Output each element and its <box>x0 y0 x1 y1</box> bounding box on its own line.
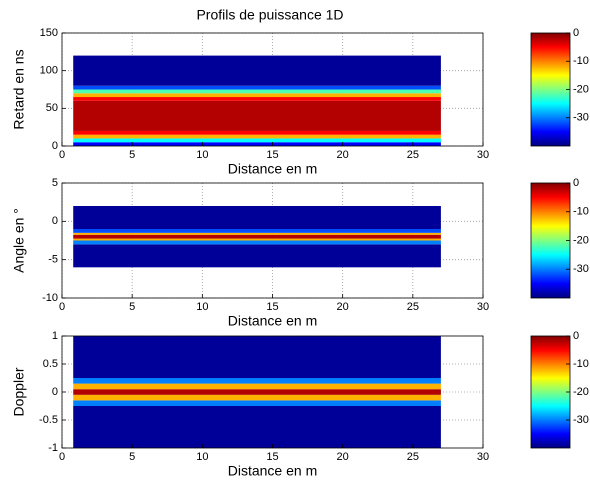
heat-band <box>73 232 441 235</box>
y-tick-label: -5 <box>48 254 58 266</box>
colorbar <box>530 335 571 449</box>
x-tick-label: 25 <box>407 451 419 463</box>
heat-band <box>73 93 441 98</box>
colorbar-tick-label: -10 <box>573 206 589 218</box>
colorbar-tick-label: 0 <box>573 177 579 189</box>
x-tick-label: 5 <box>129 451 135 463</box>
y-tick-label: -1 <box>48 442 58 454</box>
y-tick-label: 0.5 <box>43 358 58 370</box>
colorbar-tick-label: -30 <box>573 414 589 426</box>
heat-band <box>73 383 441 390</box>
x-tick-label: 10 <box>196 451 208 463</box>
x-tick-label: 0 <box>59 301 65 313</box>
y-tick-label: 1 <box>52 330 58 342</box>
y-tick-label: 0 <box>52 215 58 227</box>
heat-band <box>73 240 441 245</box>
y-tick-label: 150 <box>40 27 58 39</box>
heat-band <box>73 394 441 401</box>
y-tick-label: -10 <box>42 292 58 304</box>
heat-band <box>73 138 441 143</box>
x-tick-label: 25 <box>407 301 419 313</box>
x-tick-label: 20 <box>337 301 349 313</box>
heat-band <box>73 400 441 406</box>
x-axis-label: Distance en m <box>228 463 317 479</box>
x-tick-label: 20 <box>337 149 349 161</box>
colorbar-tick-label: 0 <box>573 330 579 342</box>
x-tick-label: 30 <box>477 149 489 161</box>
heat-band <box>73 55 441 86</box>
x-tick-label: 15 <box>266 149 278 161</box>
x-tick-label: 0 <box>59 149 65 161</box>
heat-band <box>73 244 441 268</box>
x-tick-label: 15 <box>266 451 278 463</box>
x-tick-label: 15 <box>266 301 278 313</box>
x-tick-label: 20 <box>337 451 349 463</box>
colorbar-tick-label: 0 <box>573 27 579 39</box>
colorbar-tick-label: -30 <box>573 112 589 124</box>
heat-band <box>73 134 441 139</box>
y-tick-label: 0 <box>52 386 58 398</box>
y-tick-label: 50 <box>46 102 58 114</box>
x-tick-label: 0 <box>59 451 65 463</box>
x-axis-label: Distance en m <box>228 313 317 329</box>
heat-band <box>73 406 441 448</box>
heat-band <box>73 389 441 395</box>
x-tick-label: 10 <box>196 149 208 161</box>
heat-band <box>73 100 441 131</box>
colorbar-tick-label: -20 <box>573 386 589 398</box>
x-tick-label: 5 <box>129 149 135 161</box>
x-axis-label: Distance en m <box>228 161 317 177</box>
chart-title: Profils de puissance 1D <box>196 7 343 23</box>
colorbar-tick-label: -20 <box>573 83 589 95</box>
y-axis-label: Doppler <box>11 367 27 416</box>
heat-band <box>73 85 441 90</box>
heat-band <box>73 229 441 233</box>
x-tick-label: 25 <box>407 149 419 161</box>
heat-band <box>73 97 441 101</box>
y-tick-label: 0 <box>52 140 58 152</box>
x-tick-label: 10 <box>196 301 208 313</box>
heat-band <box>73 238 441 241</box>
colorbar-tick-label: -20 <box>573 234 589 246</box>
y-tick-label: 100 <box>40 65 58 77</box>
heat-band <box>73 234 441 239</box>
heat-band <box>73 130 441 135</box>
heat-band <box>73 206 441 229</box>
x-tick-label: 5 <box>129 301 135 313</box>
x-tick-label: 30 <box>477 451 489 463</box>
x-tick-label: 30 <box>477 301 489 313</box>
colorbar-tick-label: -30 <box>573 263 589 275</box>
heat-band <box>73 378 441 384</box>
heat-band <box>73 89 441 94</box>
y-tick-label: 5 <box>52 177 58 189</box>
heat-band <box>73 142 441 146</box>
y-tick-label: -0.5 <box>39 414 58 426</box>
colorbar <box>530 32 571 147</box>
y-axis-label: Retard en ns <box>11 49 27 129</box>
colorbar <box>530 182 571 299</box>
y-axis-label: Angle en ° <box>11 208 27 273</box>
heat-band <box>73 336 441 378</box>
colorbar-tick-label: -10 <box>573 55 589 67</box>
colorbar-tick-label: -10 <box>573 358 589 370</box>
